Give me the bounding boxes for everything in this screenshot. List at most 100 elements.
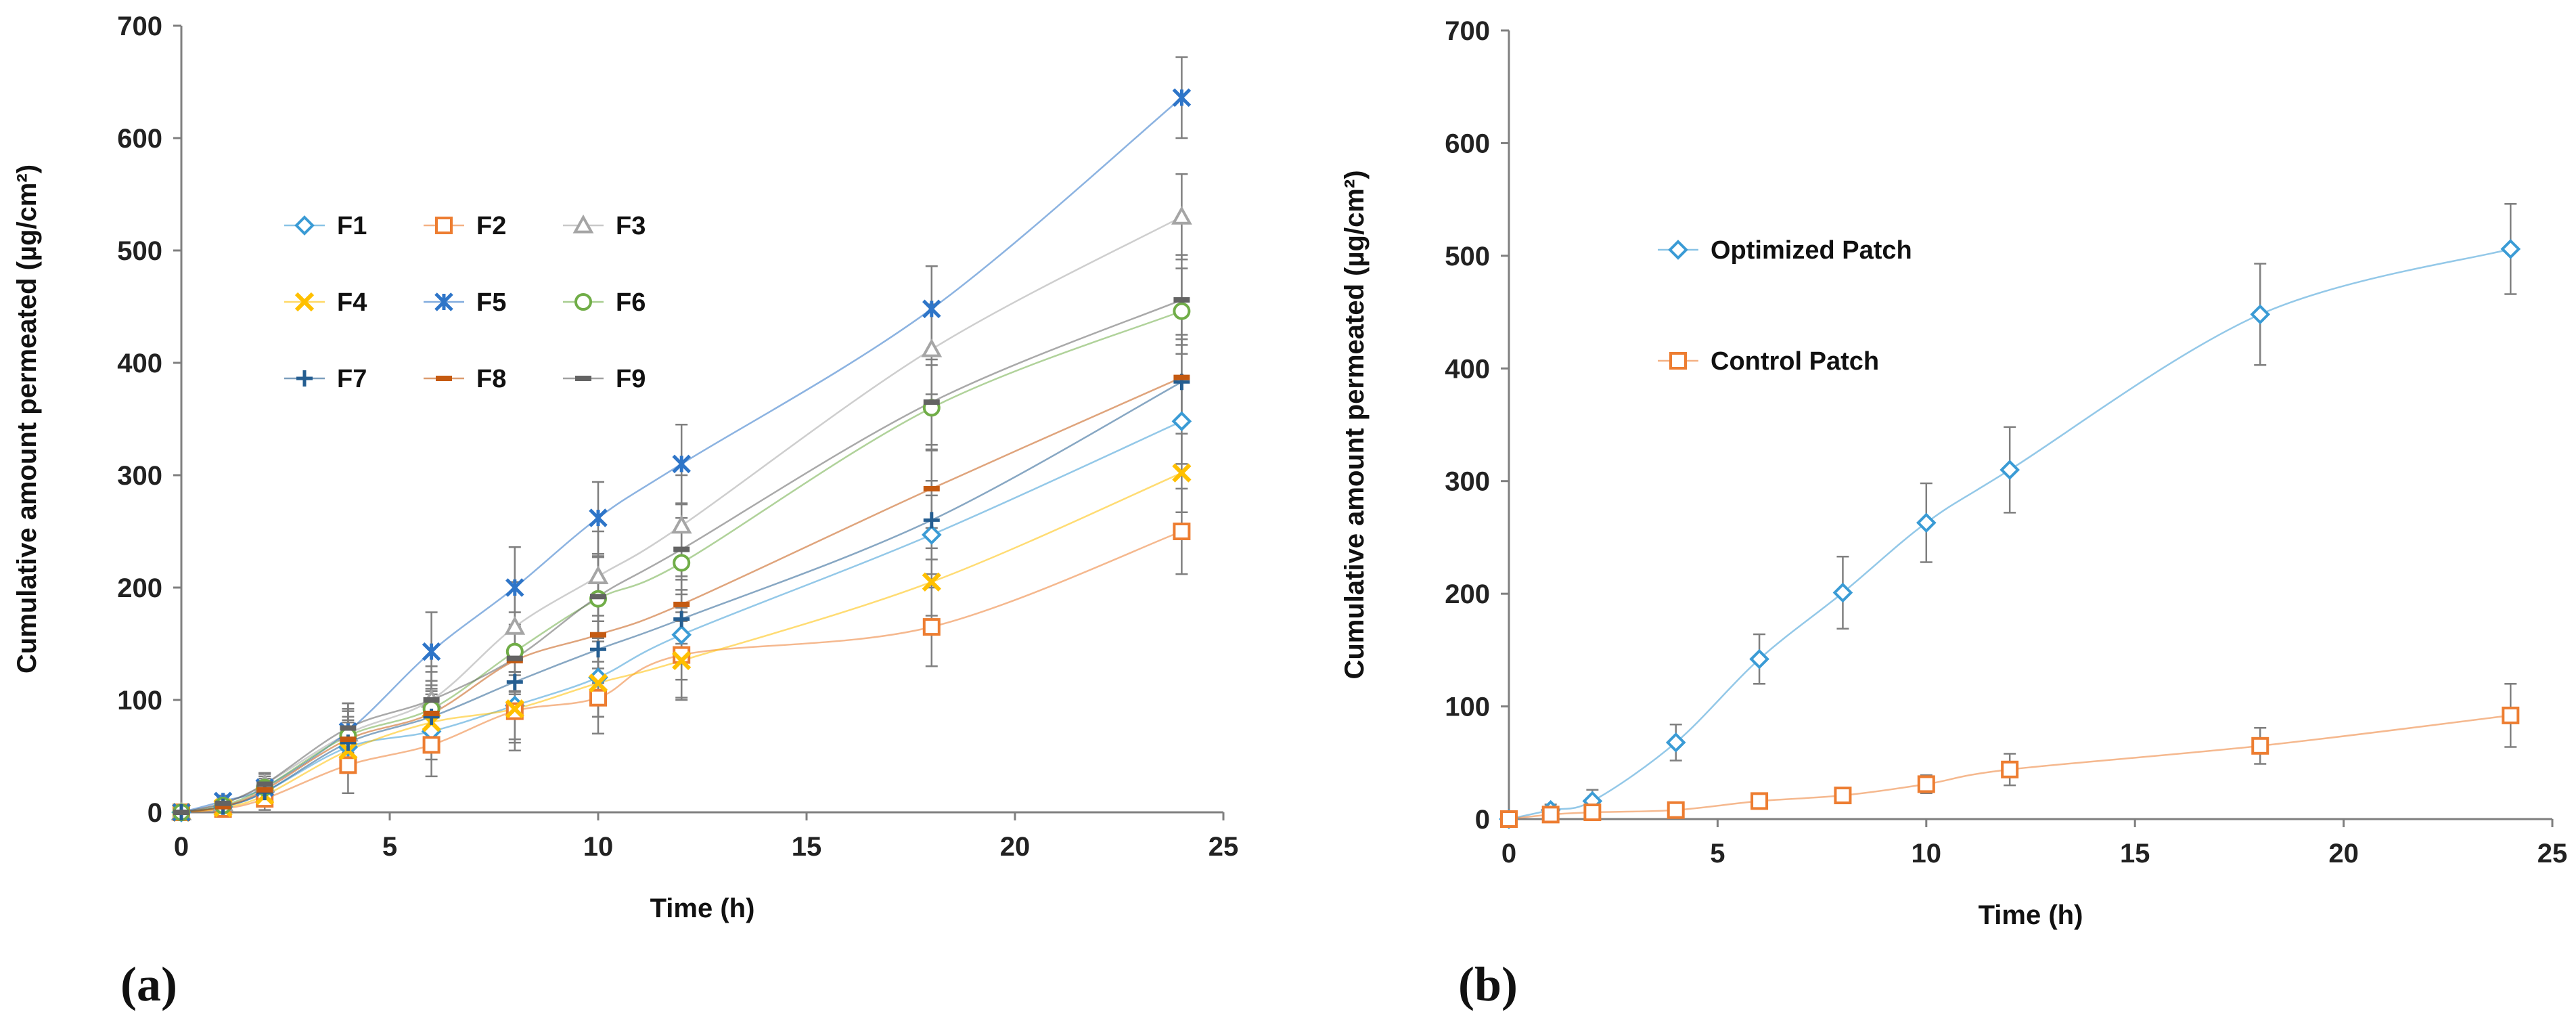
data-point-f9 xyxy=(256,781,273,787)
data-point-f5 xyxy=(672,454,691,474)
data-point-f2 xyxy=(1173,523,1191,540)
legend-label-optimized-patch: Optimized Patch xyxy=(1711,236,1912,265)
data-point-f4 xyxy=(505,699,524,719)
legend-marker-f8 xyxy=(436,376,452,381)
x-tick-label: 5 xyxy=(382,832,397,862)
legend-label-control-patch: Control Patch xyxy=(1711,347,1879,376)
x-tick-label: 25 xyxy=(1208,832,1239,862)
legend-marker-f5 xyxy=(434,292,453,311)
series-line-optimized-patch xyxy=(1508,248,2511,820)
data-point-f5 xyxy=(1172,88,1192,108)
x-tick-label: 25 xyxy=(2537,839,2568,868)
data-point-f2 xyxy=(589,688,607,707)
data-point-control-patch xyxy=(1667,801,1685,819)
data-point-f9 xyxy=(1173,297,1190,303)
data-point-f7 xyxy=(590,641,606,658)
data-point-optimized-patch xyxy=(1665,732,1686,753)
data-point-f6 xyxy=(1173,302,1191,320)
data-point-control-patch xyxy=(1583,804,1602,822)
data-point-f4 xyxy=(1172,463,1192,483)
data-point-optimized-patch xyxy=(1999,460,2020,480)
data-point-optimized-patch xyxy=(2500,239,2521,259)
legend-marker-f6 xyxy=(574,293,592,311)
y-axis-label: Cumulative amount permeated (µg/cm²) xyxy=(12,164,42,674)
legend-marker-control-patch xyxy=(1669,352,1687,370)
data-point-f1 xyxy=(921,525,942,545)
data-point-f4 xyxy=(588,673,608,693)
data-point-f9 xyxy=(340,725,357,731)
data-point-control-patch xyxy=(1500,810,1518,828)
data-point-control-patch xyxy=(1834,787,1852,805)
legend-label-f1: F1 xyxy=(337,212,367,240)
data-point-control-patch xyxy=(2001,760,2019,778)
data-point-f8 xyxy=(256,787,273,793)
x-tick-label: 10 xyxy=(583,832,614,862)
data-point-control-patch xyxy=(2251,736,2269,755)
y-tick-label: 200 xyxy=(1445,579,1490,609)
data-point-f9 xyxy=(423,697,440,703)
legend-label-f8: F8 xyxy=(476,365,506,393)
data-point-optimized-patch xyxy=(1916,512,1937,533)
data-point-control-patch xyxy=(1541,806,1560,824)
data-point-f3 xyxy=(921,338,943,357)
data-point-f7 xyxy=(506,674,523,690)
data-point-f9 xyxy=(506,655,523,661)
y-tick-label: 0 xyxy=(1475,805,1490,835)
data-point-f7 xyxy=(673,611,690,628)
data-point-f5 xyxy=(922,299,941,319)
legend-label-f4: F4 xyxy=(337,288,367,317)
y-tick-label: 0 xyxy=(148,798,162,828)
data-point-control-patch xyxy=(1750,792,1769,810)
data-point-f1 xyxy=(671,624,692,645)
data-point-f9 xyxy=(214,800,231,806)
chart-b: 0 100 200 300 400 500 600 700 0 5 10 15 20 25 Time (h)… xyxy=(1340,16,2567,1011)
y-axis-label: Cumulative amount permeated (µg/cm²) xyxy=(1340,170,1370,679)
x-tick-label: 0 xyxy=(174,832,189,862)
y-tick-label: 200 xyxy=(117,573,162,603)
y-tick-label: 400 xyxy=(117,349,162,378)
data-point-f3 xyxy=(504,615,526,635)
x-tick-label: 20 xyxy=(2328,839,2359,868)
data-point-f3 xyxy=(671,514,692,534)
chart-a: 0 100 200 300 400 500 600 700 0 5 10 15 20 25 Time (h)… xyxy=(12,12,1238,1011)
data-point-f4 xyxy=(922,572,941,592)
y-tick-label: 300 xyxy=(1445,467,1490,497)
data-point-f8 xyxy=(590,632,606,638)
data-point-f9 xyxy=(673,546,690,552)
data-point-f2 xyxy=(339,756,357,774)
y-tick-label: 300 xyxy=(117,461,162,491)
y-tick-label: 500 xyxy=(117,236,162,266)
legend-label-f5: F5 xyxy=(476,288,506,317)
y-tick-label: 600 xyxy=(1445,129,1490,158)
data-point-f2 xyxy=(422,736,440,754)
x-tick-label: 10 xyxy=(1912,839,1942,868)
legend-marker-optimized-patch xyxy=(1668,240,1688,260)
y-tick-label: 500 xyxy=(1445,242,1490,271)
y-tick-label: 400 xyxy=(1445,354,1490,384)
data-point-optimized-patch xyxy=(1749,648,1769,669)
y-tick-label: 700 xyxy=(117,12,162,41)
data-point-f4 xyxy=(672,651,692,671)
panel-label: (b) xyxy=(1458,957,1518,1011)
data-point-f6 xyxy=(673,554,691,572)
legend-label-f7: F7 xyxy=(337,365,367,393)
legend-label-f6: F6 xyxy=(616,288,646,317)
x-tick-label: 20 xyxy=(1000,832,1031,862)
data-point-f5 xyxy=(589,508,608,527)
data-point-f1 xyxy=(1171,411,1192,432)
y-tick-label: 100 xyxy=(117,686,162,716)
data-point-f3 xyxy=(1171,206,1192,225)
legend-marker-f9 xyxy=(575,376,591,381)
legend-label-f9: F9 xyxy=(616,365,646,393)
data-point-f8 xyxy=(340,736,357,743)
x-axis-label: Time (h) xyxy=(1979,900,2083,930)
y-tick-label: 100 xyxy=(1445,692,1490,722)
data-point-f5 xyxy=(505,578,524,597)
legend-label-f3: F3 xyxy=(616,212,646,240)
x-tick-label: 5 xyxy=(1710,839,1725,868)
x-tick-label: 0 xyxy=(1501,839,1516,868)
data-point-f3 xyxy=(587,565,609,584)
legend-marker-f2 xyxy=(435,217,453,234)
legend-marker-f1 xyxy=(294,215,315,236)
